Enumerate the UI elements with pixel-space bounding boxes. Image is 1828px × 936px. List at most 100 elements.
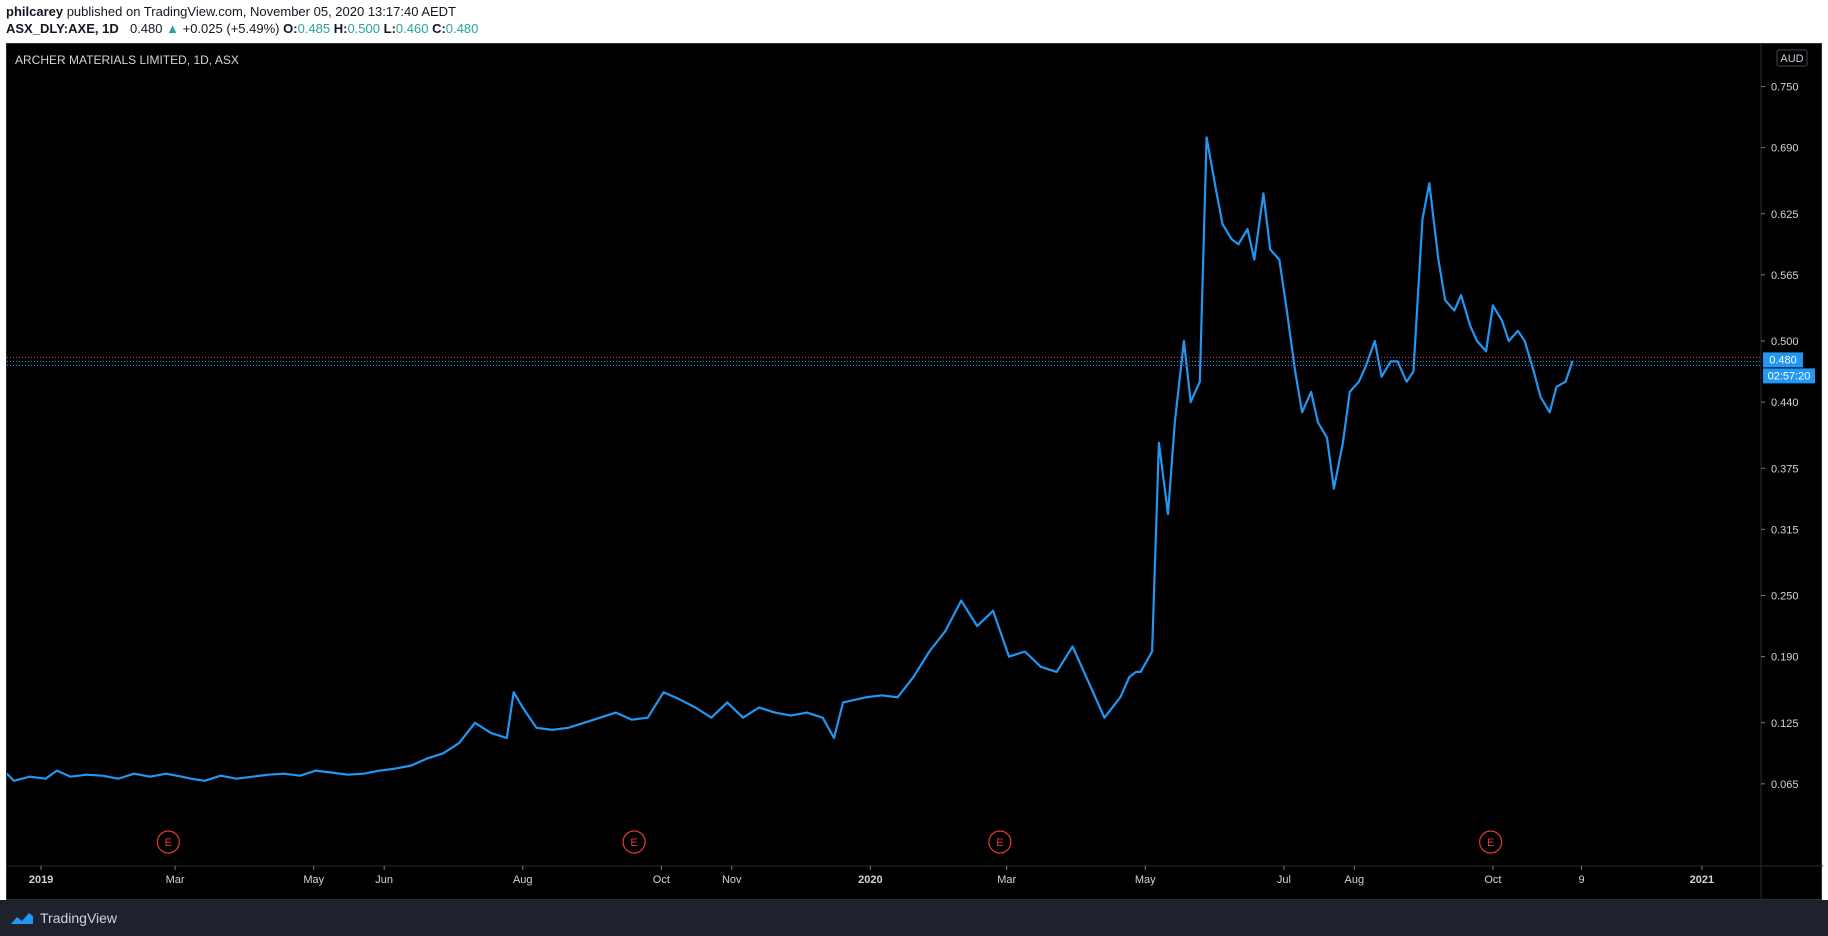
price-point xyxy=(662,691,665,693)
footer-bar: TradingView xyxy=(0,900,1828,936)
open-label: O: xyxy=(283,21,298,36)
price-point xyxy=(458,742,460,744)
price-point xyxy=(521,706,524,709)
price-point xyxy=(1253,258,1256,261)
price-point xyxy=(599,716,601,719)
price-point xyxy=(742,716,744,719)
earnings-marker xyxy=(156,830,180,854)
price-point xyxy=(1444,299,1446,302)
change-arrow: ▲ xyxy=(166,21,179,36)
price-point xyxy=(1548,411,1551,414)
price-series-line xyxy=(7,136,1574,782)
price-point xyxy=(1428,182,1431,184)
price-point xyxy=(960,599,962,602)
price-point xyxy=(117,777,120,780)
price-point xyxy=(1405,380,1408,383)
price-point xyxy=(1364,365,1367,368)
low-value: 0.460 xyxy=(395,21,429,36)
earnings-marker xyxy=(988,830,1012,854)
price-point xyxy=(1508,340,1510,342)
price-point xyxy=(165,772,167,775)
price-point xyxy=(1199,380,1201,383)
low-label: L: xyxy=(383,21,396,36)
y-tick-label: 0.190 xyxy=(1771,652,1799,664)
y-tick-label: 0.065 xyxy=(1771,779,1799,791)
x-tick-label: Aug xyxy=(1345,874,1365,886)
price-point xyxy=(976,625,978,627)
price-point xyxy=(512,691,515,693)
price-point xyxy=(474,722,476,724)
price-point xyxy=(1517,330,1519,332)
price-point xyxy=(347,773,349,776)
high-value: 0.500 xyxy=(347,21,380,36)
x-tick-label: Jun xyxy=(375,874,393,886)
price-point xyxy=(1237,243,1240,246)
price-point xyxy=(1294,370,1296,373)
price-point xyxy=(219,774,222,777)
price-point xyxy=(694,706,697,709)
publish-info: published on TradingView.com, November 0… xyxy=(63,4,456,19)
price-point xyxy=(944,630,947,632)
price-point xyxy=(1571,360,1574,363)
price-point xyxy=(13,780,15,782)
price-point xyxy=(1139,671,1142,673)
high-label: H: xyxy=(333,21,348,36)
price-point xyxy=(710,716,713,719)
earnings-marker-label: E xyxy=(1487,837,1494,849)
price-point xyxy=(283,772,286,775)
y-tick-label: 0.125 xyxy=(1771,718,1799,730)
price-point xyxy=(1469,325,1471,327)
chart-title: ARCHER MATERIALS LIMITED, 1D, ASX xyxy=(15,53,239,67)
price-point xyxy=(506,737,508,739)
earnings-marker-label: E xyxy=(996,837,1003,849)
price-point xyxy=(1221,223,1224,225)
price-point xyxy=(235,777,238,780)
price-point xyxy=(646,716,649,719)
price-point xyxy=(1555,386,1558,388)
price-point xyxy=(1453,309,1456,312)
price-point xyxy=(133,772,135,775)
price-point xyxy=(1128,676,1131,678)
x-tick-label: Jul xyxy=(1277,874,1291,886)
x-tick-label: 9 xyxy=(1578,874,1584,886)
price-point xyxy=(331,771,333,774)
price-point xyxy=(1485,350,1487,353)
currency-box xyxy=(1776,49,1808,67)
x-tick-label: Nov xyxy=(722,874,742,886)
symbol-label: ASX_DLY:AXE, 1D xyxy=(6,21,119,36)
price-point xyxy=(1167,513,1169,515)
price-point xyxy=(1389,360,1392,363)
price-point xyxy=(1539,396,1542,398)
price-point xyxy=(1174,421,1176,424)
price-point xyxy=(1008,655,1010,658)
y-tick-label: 0.440 xyxy=(1771,397,1799,409)
tradingview-brand: TradingView xyxy=(40,910,118,926)
price-point xyxy=(1189,401,1192,403)
y-tick-label: 0.565 xyxy=(1771,270,1799,282)
last-price-tag xyxy=(1763,352,1803,368)
price-point xyxy=(865,696,867,699)
price-point xyxy=(44,777,47,780)
price-point xyxy=(1380,375,1383,378)
price-point xyxy=(299,774,301,777)
countdown-tag xyxy=(1763,368,1815,384)
author-name[interactable]: philcarey xyxy=(6,4,64,19)
price-point xyxy=(7,772,8,775)
y-tick-label: 0.500 xyxy=(1771,336,1799,348)
chart-pane[interactable]: ARCHER MATERIALS LIMITED, 1D, ASX AUD 0.75… xyxy=(6,43,1823,901)
chart-svg[interactable]: ARCHER MATERIALS LIMITED, 1D, ASX AUD 0.75… xyxy=(7,44,1823,901)
price-point xyxy=(1278,258,1281,261)
price-point xyxy=(726,701,728,704)
price-point xyxy=(1437,258,1440,261)
x-tick-label: May xyxy=(1135,874,1156,886)
price-point xyxy=(1492,304,1494,307)
price-point xyxy=(1071,645,1074,648)
last-price-tag-label: 0.480 xyxy=(1769,354,1797,366)
tradingview-logo[interactable]: TradingView xyxy=(8,910,117,926)
x-tick-label: Aug xyxy=(513,874,533,886)
price-point xyxy=(678,698,681,701)
price-point xyxy=(203,780,206,782)
price-point xyxy=(1523,340,1526,342)
price-point xyxy=(1301,411,1303,414)
price-point xyxy=(1358,380,1360,383)
